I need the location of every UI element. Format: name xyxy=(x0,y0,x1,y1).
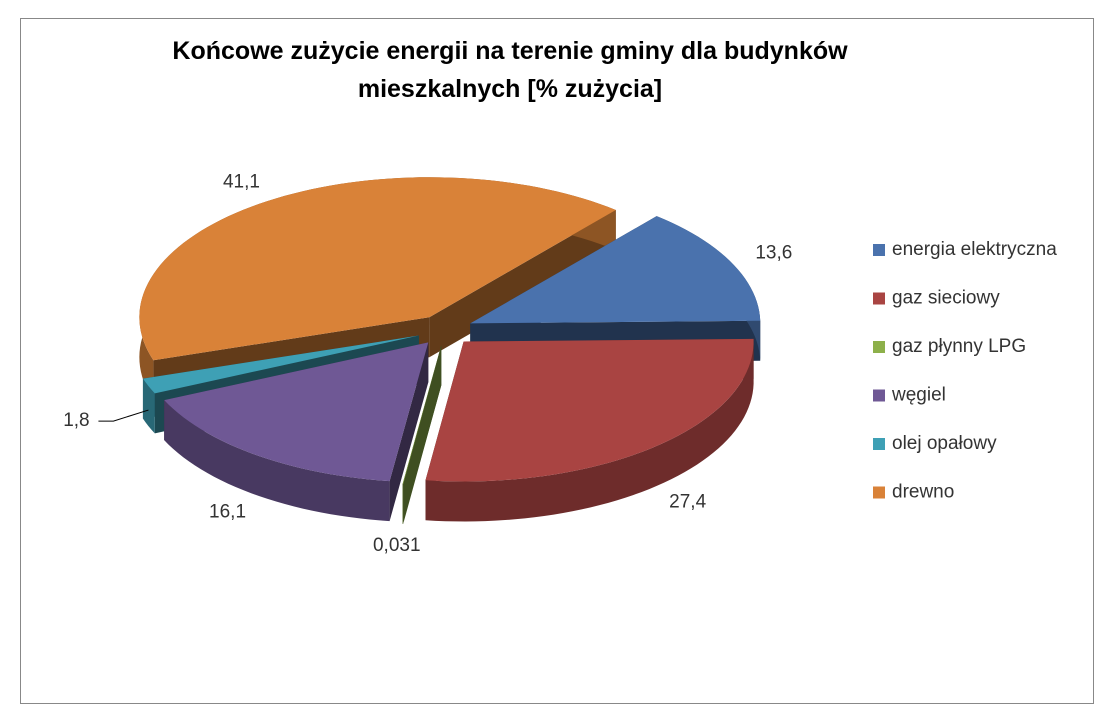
chart-frame xyxy=(20,18,1094,704)
legend-label: energia elektryczna xyxy=(892,239,1057,260)
slice-wall xyxy=(402,345,442,525)
data-label: 1,8 xyxy=(63,410,89,431)
chart-title: Końcowe zużycie energii na terenie gminy… xyxy=(172,37,848,103)
slice xyxy=(425,338,754,482)
slice xyxy=(164,342,429,482)
data-label: 16,1 xyxy=(209,502,246,523)
legend-swatch xyxy=(873,341,885,353)
data-label: 13,6 xyxy=(755,242,792,263)
slice xyxy=(470,216,761,324)
legend-swatch xyxy=(873,244,885,256)
slice xyxy=(402,345,442,525)
legend-label: gaz sieciowy xyxy=(892,288,1000,309)
data-label: 27,4 xyxy=(669,492,706,513)
legend-swatch xyxy=(873,389,885,402)
slice-side xyxy=(402,484,404,525)
legend-label: węgiel xyxy=(891,385,946,406)
slice xyxy=(139,177,616,361)
slice-wall xyxy=(389,342,429,522)
legend-swatch xyxy=(873,486,885,499)
slice-side xyxy=(142,378,155,434)
legend-label: olej opałowy xyxy=(892,433,997,454)
leader-line xyxy=(98,409,149,422)
slice xyxy=(425,338,754,522)
slice xyxy=(402,345,442,485)
legend-swatch xyxy=(873,292,885,305)
slice xyxy=(164,342,429,522)
legend-label: gaz płynny LPG xyxy=(892,336,1026,357)
slice-side xyxy=(164,400,390,522)
legend-label: drewno xyxy=(892,482,954,503)
legend-swatch xyxy=(873,438,885,450)
slice xyxy=(142,335,419,394)
slice-side xyxy=(425,338,754,522)
data-label: 41,1 xyxy=(223,172,260,193)
data-label: 0,031 xyxy=(373,535,421,556)
